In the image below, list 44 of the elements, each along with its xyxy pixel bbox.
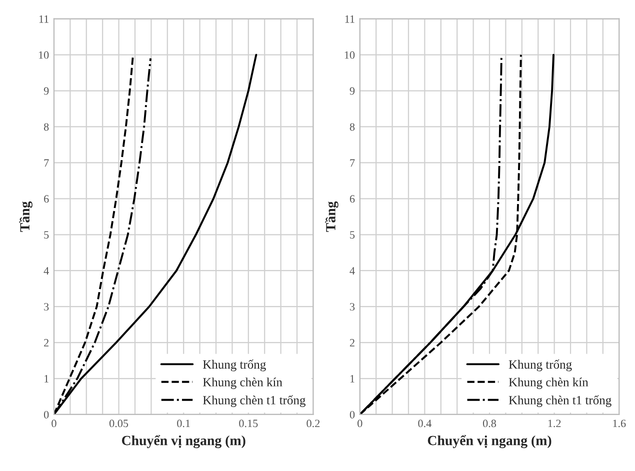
x-axis-title: Chuyển vị ngang (m) bbox=[122, 434, 246, 448]
y-tick-label: 6 bbox=[350, 195, 355, 203]
legend-label: Khung chèn t1 trống bbox=[508, 395, 612, 407]
legend-label: Khung chèn t1 trống bbox=[202, 395, 306, 407]
y-tick-label: 7 bbox=[350, 159, 355, 167]
x-axis-title: Chuyển vị ngang (m) bbox=[428, 434, 552, 448]
y-tick-label: 4 bbox=[44, 267, 49, 274]
y-tick-label: 2 bbox=[44, 339, 48, 346]
x-tick-label: 0.1 bbox=[177, 420, 190, 428]
y-tick-label: 8 bbox=[350, 123, 355, 131]
y-axis-title: Tầng bbox=[19, 201, 32, 232]
y-tick-label: 10 bbox=[38, 51, 49, 59]
y-axis-title: Tầng bbox=[325, 201, 338, 232]
y-tick-label: 3 bbox=[44, 303, 49, 311]
y-tick-label: 8 bbox=[44, 123, 49, 131]
y-tick-label: 5 bbox=[44, 231, 49, 239]
legend-label: Khung trống bbox=[508, 360, 572, 372]
x-tick-label: 0 bbox=[52, 420, 56, 428]
x-tick-label: 0.8 bbox=[482, 420, 496, 428]
y-tick-label: 0 bbox=[44, 410, 49, 418]
x-tick-label: 0.2 bbox=[306, 420, 320, 428]
y-tick-label: 11 bbox=[345, 15, 354, 23]
legend-label: Khung chèn kín bbox=[202, 378, 282, 389]
y-tick-label: 5 bbox=[350, 231, 355, 239]
y-tick-label: 11 bbox=[39, 15, 48, 23]
y-tick-label: 0 bbox=[350, 410, 355, 418]
y-tick-label: 2 bbox=[350, 339, 354, 346]
x-tick-label: 1.6 bbox=[613, 420, 626, 428]
legend-label: Khung chèn kín bbox=[508, 378, 588, 389]
y-tick-label: 4 bbox=[350, 267, 355, 274]
y-tick-label: 6 bbox=[44, 195, 49, 203]
x-tick-label: 0.15 bbox=[239, 420, 258, 428]
y-tick-label: 7 bbox=[44, 159, 49, 167]
y-tick-label: 9 bbox=[44, 87, 49, 95]
x-tick-label: 0 bbox=[358, 420, 362, 428]
x-tick-label: 1.2 bbox=[548, 420, 561, 428]
x-tick-label: 0.4 bbox=[418, 420, 432, 428]
y-tick-label: 1 bbox=[44, 375, 48, 382]
y-tick-label: 10 bbox=[344, 51, 355, 59]
x-tick-label: 0.05 bbox=[109, 420, 128, 428]
y-tick-label: 1 bbox=[350, 375, 354, 382]
y-tick-label: 9 bbox=[350, 87, 355, 95]
y-tick-label: 3 bbox=[350, 303, 355, 311]
legend-label: Khung trống bbox=[202, 360, 266, 372]
